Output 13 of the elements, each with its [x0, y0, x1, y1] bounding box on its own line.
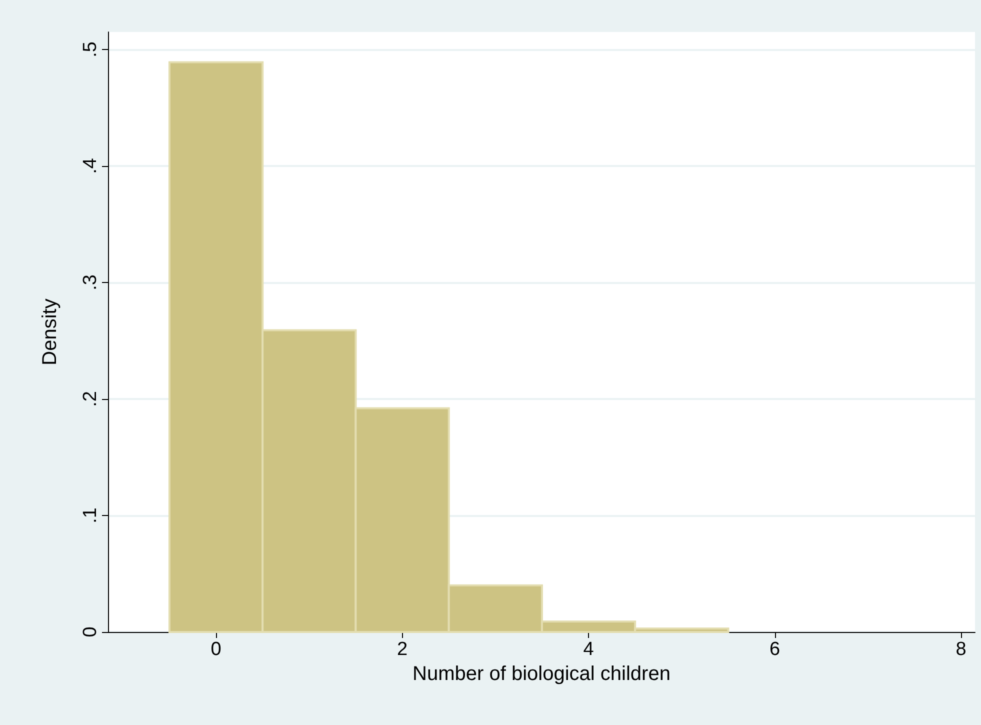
y-tick-label: .2 — [80, 391, 101, 407]
x-tick-label: 4 — [583, 639, 594, 660]
x-tick-label: 6 — [769, 639, 780, 660]
y-axis-title: Density — [39, 298, 61, 366]
x-axis-title: Number of biological children — [412, 663, 670, 685]
y-tick-label: .4 — [80, 158, 101, 174]
y-tick-label: 0 — [80, 626, 101, 638]
x-tick-label: 8 — [956, 639, 966, 660]
x-tick-label: 2 — [396, 639, 408, 660]
x-tick-label: 0 — [210, 639, 222, 660]
y-tick-label: .5 — [80, 42, 101, 58]
y-tick-label: .1 — [80, 508, 101, 524]
y-tick-label: .3 — [80, 274, 101, 290]
